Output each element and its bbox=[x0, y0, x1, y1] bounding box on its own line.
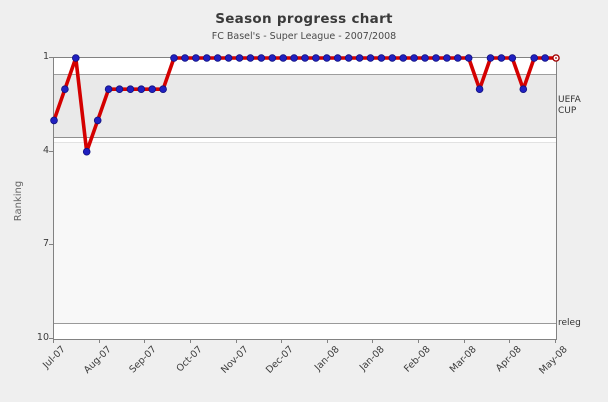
x-axis-tick bbox=[53, 339, 54, 343]
data-point bbox=[192, 54, 200, 62]
data-point bbox=[464, 54, 473, 62]
data-point bbox=[268, 54, 277, 62]
data-point bbox=[301, 54, 309, 62]
data-point bbox=[486, 54, 495, 62]
data-point bbox=[355, 54, 364, 62]
relegation-label: releg bbox=[558, 318, 581, 328]
data-point bbox=[104, 85, 113, 94]
x-tick-label: Sep-07 bbox=[127, 344, 160, 376]
x-tick-label: Nov-07 bbox=[218, 344, 251, 376]
data-point bbox=[61, 85, 69, 94]
data-point bbox=[388, 54, 397, 62]
data-point bbox=[322, 54, 331, 62]
x-axis-tick bbox=[326, 339, 328, 343]
data-point bbox=[50, 116, 58, 125]
data-point bbox=[443, 54, 451, 62]
x-tick-label: Dec-07 bbox=[264, 344, 296, 376]
data-point bbox=[71, 54, 80, 62]
data-point bbox=[333, 54, 342, 62]
x-axis-tick bbox=[555, 339, 556, 343]
y-axis-tick bbox=[49, 338, 53, 339]
data-point bbox=[432, 54, 440, 62]
data-point bbox=[213, 54, 222, 62]
y-axis-title: Ranking bbox=[13, 180, 24, 222]
data-point bbox=[508, 54, 517, 62]
data-point bbox=[475, 85, 484, 94]
x-axis-tick bbox=[418, 339, 420, 343]
data-point bbox=[290, 54, 298, 62]
data-point bbox=[235, 54, 244, 62]
data-point bbox=[115, 85, 124, 94]
data-point bbox=[421, 54, 429, 62]
y-tick-label: 7 bbox=[42, 238, 49, 250]
uefa-cup-band bbox=[54, 74, 556, 138]
data-point bbox=[126, 85, 135, 94]
relegation-line bbox=[54, 323, 556, 324]
x-tick-label: Aug-07 bbox=[81, 344, 114, 376]
y-tick-label: 1 bbox=[42, 51, 49, 62]
data-point bbox=[257, 54, 266, 62]
data-point bbox=[82, 147, 91, 156]
data-point bbox=[344, 54, 353, 62]
plot-area bbox=[50, 54, 560, 340]
data-point bbox=[530, 54, 539, 62]
data-point bbox=[93, 116, 102, 125]
final-data-point-center bbox=[555, 57, 557, 59]
data-point bbox=[159, 85, 167, 94]
x-tick-label: May-08 bbox=[537, 344, 570, 377]
x-tick-label: Jul-07 bbox=[40, 344, 68, 371]
x-tick-label: Apr-08 bbox=[494, 344, 525, 374]
y-axis-tick bbox=[49, 244, 53, 246]
ranking-line bbox=[52, 56, 558, 154]
y-axis-tick bbox=[49, 57, 53, 58]
data-point bbox=[170, 54, 178, 62]
ranking-line-chart bbox=[50, 54, 560, 156]
x-axis-tick bbox=[463, 339, 465, 343]
data-point bbox=[519, 85, 528, 94]
data-point bbox=[399, 54, 408, 62]
data-point bbox=[224, 54, 233, 62]
data-point bbox=[366, 54, 375, 62]
y-tick-label: 4 bbox=[42, 144, 49, 156]
x-axis-tick bbox=[372, 339, 374, 343]
x-tick-label: Jan-08 bbox=[358, 344, 388, 374]
data-point bbox=[453, 54, 462, 62]
data-point bbox=[203, 54, 211, 62]
data-point bbox=[410, 54, 418, 62]
x-axis-tick bbox=[144, 339, 146, 343]
plot-mid-background bbox=[54, 143, 556, 323]
data-point bbox=[181, 54, 189, 62]
data-point bbox=[246, 54, 255, 62]
x-tick-label: Feb-08 bbox=[402, 344, 433, 375]
data-point bbox=[148, 85, 156, 94]
x-tick-label: Oct-07 bbox=[174, 344, 205, 375]
y-axis-tick bbox=[49, 150, 53, 152]
data-point bbox=[497, 54, 506, 62]
x-axis-tick bbox=[281, 339, 283, 343]
x-tick-label: Mar-08 bbox=[447, 344, 479, 376]
data-point bbox=[279, 54, 288, 62]
data-point bbox=[137, 85, 146, 94]
uefa-cup-label: UEFA CUP bbox=[558, 95, 581, 116]
x-axis-tick bbox=[509, 339, 511, 343]
x-tick-label: Jan-08 bbox=[312, 344, 342, 374]
x-axis-tick bbox=[235, 339, 237, 343]
data-point bbox=[312, 54, 320, 62]
data-point bbox=[377, 54, 386, 62]
chart-title: Season progress chart bbox=[215, 11, 393, 27]
y-tick-label: 10 bbox=[36, 332, 49, 343]
chart-subtitle: FC Basel's - Super League - 2007/2008 bbox=[211, 31, 397, 42]
band-shadow-gridline bbox=[54, 142, 556, 143]
x-axis-tick bbox=[98, 339, 100, 343]
x-axis-tick bbox=[189, 339, 191, 343]
data-point bbox=[541, 54, 549, 62]
